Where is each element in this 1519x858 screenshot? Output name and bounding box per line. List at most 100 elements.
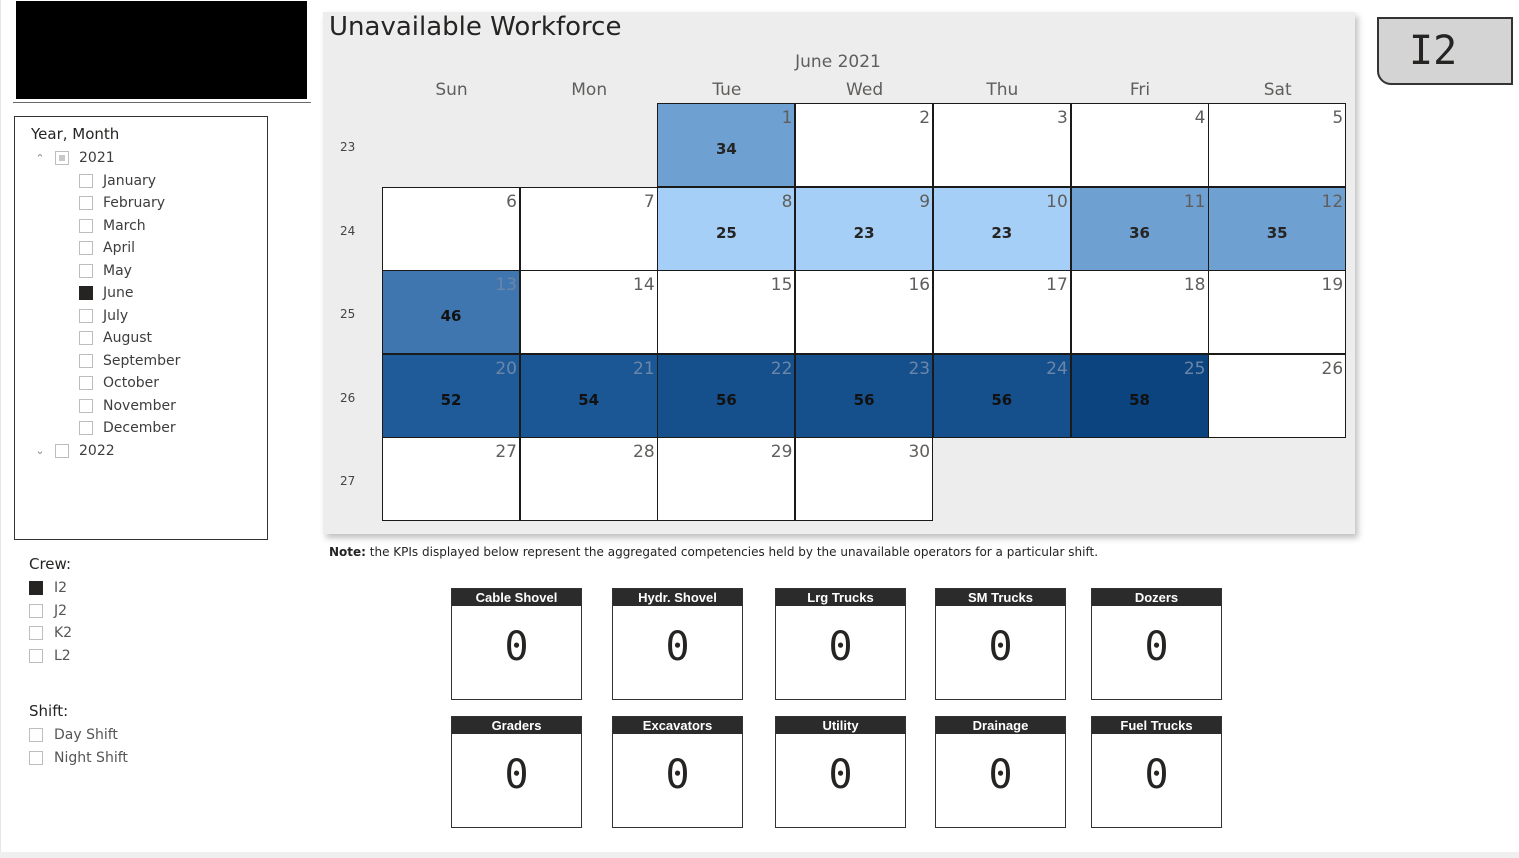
kpi-value: 0 [1144, 624, 1169, 670]
calendar-day-cell[interactable]: 8 25 [657, 186, 796, 271]
month-checkbox[interactable] [79, 421, 93, 435]
calendar-day-cell[interactable]: 29 [657, 437, 796, 522]
tree-item-month-june[interactable]: June [79, 282, 134, 304]
calendar-day-cell[interactable]: 6 [382, 186, 520, 271]
tree-item-month-april[interactable]: April [79, 237, 135, 259]
day-number: 4 [1194, 108, 1206, 128]
month-checkbox[interactable] [79, 286, 93, 300]
kpi-label: Graders [452, 717, 581, 734]
tree-item-month-september[interactable]: September [79, 350, 180, 372]
calendar-day-cell[interactable]: 24 56 [932, 353, 1071, 438]
calendar-day-cell[interactable]: 26 [1208, 353, 1347, 438]
kpi-label: Excavators [613, 717, 742, 734]
tree-item-month-november[interactable]: November [79, 395, 176, 417]
tree-item-month-july[interactable]: July [79, 305, 128, 327]
day-number: 13 [495, 275, 517, 296]
tree-item-month-february[interactable]: February [79, 192, 165, 214]
calendar-day-cell[interactable]: 19 [1208, 270, 1347, 355]
month-checkbox[interactable] [79, 218, 93, 233]
day-number: 6 [506, 191, 517, 212]
calendar-day-cell[interactable]: 27 [382, 437, 520, 522]
calendar-day-cell[interactable]: 2 [795, 103, 934, 187]
tree-item-month-march[interactable]: March [79, 215, 146, 237]
month-checkbox[interactable] [79, 173, 93, 188]
calendar-day-cell[interactable]: 23 56 [795, 353, 934, 438]
month-checkbox[interactable] [79, 241, 93, 255]
year-checkbox[interactable] [55, 443, 69, 458]
calendar-day-cell[interactable]: 1 34 [657, 103, 796, 187]
shift-slicer-title: Shift: [29, 702, 69, 720]
shift-slicer: Shift: Day Shift Night Shift [29, 702, 128, 769]
calendar-day-cell[interactable]: 18 [1070, 270, 1209, 355]
calendar-day-cell[interactable]: 25 58 [1070, 353, 1209, 438]
year-checkbox[interactable] [55, 151, 69, 165]
calendar-day-cell[interactable]: 10 23 [932, 186, 1071, 271]
calendar-day-cell[interactable]: 17 [932, 270, 1071, 355]
month-checkbox[interactable] [79, 398, 93, 413]
selected-crew-badge: I2 [1377, 17, 1513, 85]
day-number: 25 [1183, 358, 1206, 379]
calendar-day-cell[interactable]: 3 [932, 103, 1071, 187]
calendar-day-cell[interactable]: 20 52 [382, 353, 520, 438]
calendar-day-cell[interactable]: 4 [1070, 103, 1209, 187]
calendar-day-cell[interactable]: 5 [1208, 103, 1347, 187]
tree-item-year-2021[interactable]: ⌃ 2021 [31, 147, 115, 169]
option-label: L2 [54, 647, 71, 664]
tree-item-month-august[interactable]: August [79, 327, 152, 349]
chevron-down-icon[interactable]: ⌄ [35, 444, 45, 457]
tree-item-label: December [103, 420, 176, 436]
month-checkbox[interactable] [79, 196, 93, 210]
calendar-day-cell[interactable]: 13 46 [382, 270, 520, 355]
calendar-day-cell[interactable]: 14 [519, 270, 658, 355]
option-checkbox[interactable] [29, 581, 43, 596]
kpi-card-dozers: Dozers 0 [1091, 588, 1222, 700]
day-number: 30 [908, 442, 931, 463]
kpi-card-graders: Graders 0 [451, 716, 582, 828]
crew-option-j2[interactable]: J2 [29, 600, 72, 623]
shift-option-day-shift[interactable]: Day Shift [29, 724, 128, 747]
tree-item-label: 2021 [79, 150, 115, 166]
calendar-day-cell[interactable]: 21 54 [519, 353, 658, 438]
tree-item-label: November [103, 397, 176, 414]
tree-item-month-january[interactable]: January [79, 170, 156, 192]
month-checkbox[interactable] [79, 376, 93, 390]
chevron-up-icon[interactable]: ⌃ [35, 151, 45, 165]
day-number: 15 [770, 275, 793, 296]
calendar-day-cell[interactable]: 15 [657, 270, 796, 355]
calendar-day-cell[interactable]: 22 56 [657, 353, 796, 438]
calendar-day-cell[interactable]: 28 [519, 437, 658, 522]
day-value: 54 [578, 390, 600, 409]
kpi-value: 0 [504, 752, 529, 798]
month-checkbox[interactable] [79, 263, 93, 278]
option-checkbox[interactable] [29, 728, 43, 743]
crew-option-k2[interactable]: K2 [29, 622, 72, 645]
weekday-header-mon: Mon [571, 80, 608, 100]
calendar-day-cell[interactable]: 30 [795, 437, 934, 522]
tree-item-month-december[interactable]: December [79, 417, 176, 439]
month-checkbox[interactable] [79, 308, 93, 323]
option-checkbox[interactable] [29, 626, 43, 641]
crew-slicer-title: Crew: [29, 555, 72, 573]
option-checkbox[interactable] [29, 603, 43, 618]
crew-option-i2[interactable]: I2 [29, 577, 72, 600]
day-number: 14 [633, 275, 655, 296]
crew-option-l2[interactable]: L2 [29, 645, 72, 668]
crew-slicer: Crew: I2 J2 K2 L2 [29, 555, 72, 667]
kpi-card-sm-trucks: SM Trucks 0 [935, 588, 1066, 700]
tree-item-month-may[interactable]: May [79, 260, 132, 282]
calendar-day-cell[interactable]: 12 35 [1208, 186, 1347, 271]
shift-option-night-shift[interactable]: Night Shift [29, 747, 128, 770]
calendar-day-cell[interactable]: 11 36 [1070, 186, 1209, 271]
tree-item-label: February [103, 195, 166, 211]
month-checkbox[interactable] [79, 353, 93, 368]
day-number: 11 [1183, 191, 1206, 212]
month-checkbox[interactable] [79, 331, 93, 345]
tree-item-month-october[interactable]: October [79, 372, 159, 394]
calendar-day-cell[interactable]: 16 [795, 270, 934, 355]
calendar-day-cell[interactable]: 7 [519, 186, 658, 271]
tree-item-year-2022[interactable]: ⌄ 2022 [31, 440, 114, 462]
calendar-day-cell[interactable]: 9 23 [795, 186, 934, 271]
option-checkbox[interactable] [29, 750, 43, 765]
option-checkbox[interactable] [29, 648, 43, 663]
kpi-card-hydr-shovel: Hydr. Shovel 0 [612, 588, 743, 700]
